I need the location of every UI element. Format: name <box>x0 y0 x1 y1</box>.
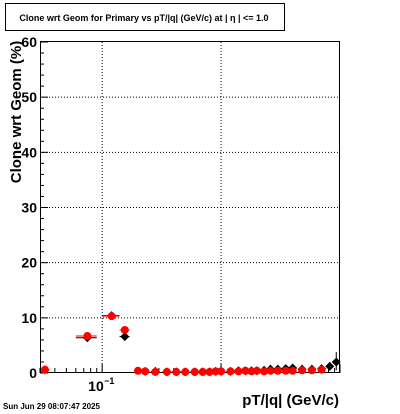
data-point-circle <box>260 367 269 376</box>
data-point-circle <box>273 366 282 375</box>
data-point-circle <box>198 367 207 376</box>
data-point-diamond <box>325 361 335 371</box>
data-point-circle <box>266 366 275 375</box>
data-point-diamond <box>120 332 130 342</box>
data-point-circle <box>252 366 261 375</box>
data-point-circle <box>172 367 181 376</box>
chart-title: Clone wrt Geom for Primary vs pT/|q| (Ge… <box>19 13 268 23</box>
y-tick-label: 40 <box>21 144 37 160</box>
y-tick-label: 30 <box>21 200 37 216</box>
title-frame <box>5 3 285 31</box>
data-point-circle <box>217 367 226 376</box>
timestamp: Sun Jun 29 08:07:47 2025 <box>3 402 100 411</box>
y-tick-label: 20 <box>21 255 37 271</box>
data-point-circle <box>288 366 297 375</box>
data-point-circle <box>234 367 243 376</box>
data-point-circle <box>281 366 290 375</box>
data-point-circle <box>120 325 129 334</box>
data-point-circle <box>133 366 142 375</box>
data-point-diamond <box>331 357 341 367</box>
y-tick-label: 0 <box>29 365 37 381</box>
grid <box>40 42 340 373</box>
y-tick-label: 50 <box>21 89 37 105</box>
data-point-circle <box>298 366 307 375</box>
data-point-circle <box>205 367 214 376</box>
data-point-circle <box>40 365 49 374</box>
data-marks <box>40 311 341 377</box>
data-point-circle <box>162 367 171 376</box>
data-point-circle <box>141 367 150 376</box>
data-point-circle <box>151 367 160 376</box>
data-point-circle <box>241 366 250 375</box>
title-box: Clone wrt Geom for Primary vs pT/|q| (Ge… <box>5 3 285 31</box>
data-point-circle <box>317 365 326 374</box>
data-point-circle <box>190 367 199 376</box>
y-tick-label: 60 <box>21 34 37 50</box>
x-tick-label: 10 <box>88 378 104 394</box>
data-point-circle <box>226 367 235 376</box>
x-axis-title: pT/|q| (GeV/c) <box>242 392 339 409</box>
x-tick-label-exponent: −1 <box>104 376 114 386</box>
data-point-circle <box>83 332 92 341</box>
data-point-circle <box>181 367 190 376</box>
y-axis-title: Clone wrt Geom (%) <box>8 41 25 184</box>
data-point-circle <box>307 366 316 375</box>
data-point-circle <box>107 312 116 321</box>
y-tick-label: 10 <box>21 310 37 326</box>
